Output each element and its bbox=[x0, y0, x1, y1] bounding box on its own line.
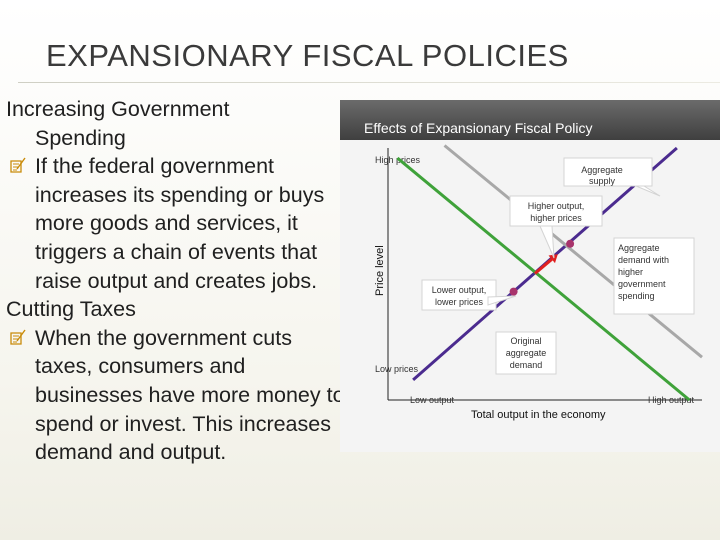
title-divider bbox=[18, 82, 720, 83]
annotation-ad-spending-4: government bbox=[618, 279, 666, 289]
y-axis-label: Price level bbox=[374, 245, 386, 296]
equilibrium-point-original bbox=[509, 287, 518, 296]
series-original-demand bbox=[396, 156, 691, 402]
callout-lower-output: Lower output, lower prices bbox=[421, 279, 517, 311]
annotation-higher-output-2: higher prices bbox=[530, 213, 582, 223]
heading-line-1: Increasing Government bbox=[6, 97, 230, 121]
points-layer bbox=[509, 239, 575, 296]
heading-line-2: Spending bbox=[35, 125, 126, 150]
x-tick-high: High output bbox=[648, 395, 695, 405]
annotation-original-ad-2: aggregate bbox=[506, 348, 547, 358]
x-axis-label: Total output in the economy bbox=[471, 409, 606, 421]
annotation-lower-output-2: lower prices bbox=[435, 297, 484, 307]
callout-aggregate-supply: Aggregate supply bbox=[563, 157, 661, 197]
annotation-ad-spending-1: Aggregate bbox=[618, 243, 660, 253]
chart-title: Effects of Expansionary Fiscal Policy bbox=[364, 120, 593, 136]
heading-cutting-taxes: Cutting Taxes bbox=[6, 297, 136, 322]
x-tick-low: Low output bbox=[410, 395, 455, 405]
annotation-original-ad-3: demand bbox=[510, 360, 543, 370]
shift-arrow bbox=[533, 258, 553, 275]
chart-canvas: Price level Total output in the economy … bbox=[374, 144, 703, 421]
bullet-spending: If the federal government increases its … bbox=[6, 152, 351, 295]
callout-higher-output: Higher output, higher prices bbox=[509, 195, 603, 259]
y-tick-low: Low prices bbox=[375, 364, 419, 374]
chart-title-band bbox=[340, 100, 720, 140]
scroll-quill-icon bbox=[10, 157, 26, 173]
series-demand-higher-spending bbox=[443, 144, 703, 359]
shift-arrow-head bbox=[548, 254, 558, 264]
bullet-text: When the government cuts taxes, consumer… bbox=[35, 325, 345, 465]
heading-increasing-spending: Increasing Government Spending bbox=[6, 95, 351, 152]
body-text: Increasing Government Spending If the fe… bbox=[6, 95, 351, 467]
annotation-lower-output-1: Lower output, bbox=[432, 285, 487, 295]
annotation-higher-output-1: Higher output, bbox=[528, 201, 585, 211]
bullet-text: If the federal government increases its … bbox=[35, 154, 325, 293]
scroll-quill-icon bbox=[10, 329, 26, 345]
slide-title: EXPANSIONARY FISCAL POLICIES bbox=[46, 38, 569, 73]
annotation-original-ad-1: Original bbox=[510, 336, 541, 346]
bullet-taxes: When the government cuts taxes, consumer… bbox=[6, 324, 351, 467]
annotation-ad-spending-3: higher bbox=[618, 267, 643, 277]
annotation-ad-spending-2: demand with bbox=[618, 255, 669, 265]
callout-ad-with-spending: Aggregate demand with higher government … bbox=[613, 237, 695, 315]
annotation-ad-spending-5: spending bbox=[618, 291, 655, 301]
callout-original-ad: Original aggregate demand bbox=[495, 331, 557, 375]
annotation-aggregate-supply-2: supply bbox=[589, 176, 616, 186]
annotation-aggregate-supply-1: Aggregate bbox=[581, 165, 623, 175]
equilibrium-point-new bbox=[566, 239, 575, 248]
